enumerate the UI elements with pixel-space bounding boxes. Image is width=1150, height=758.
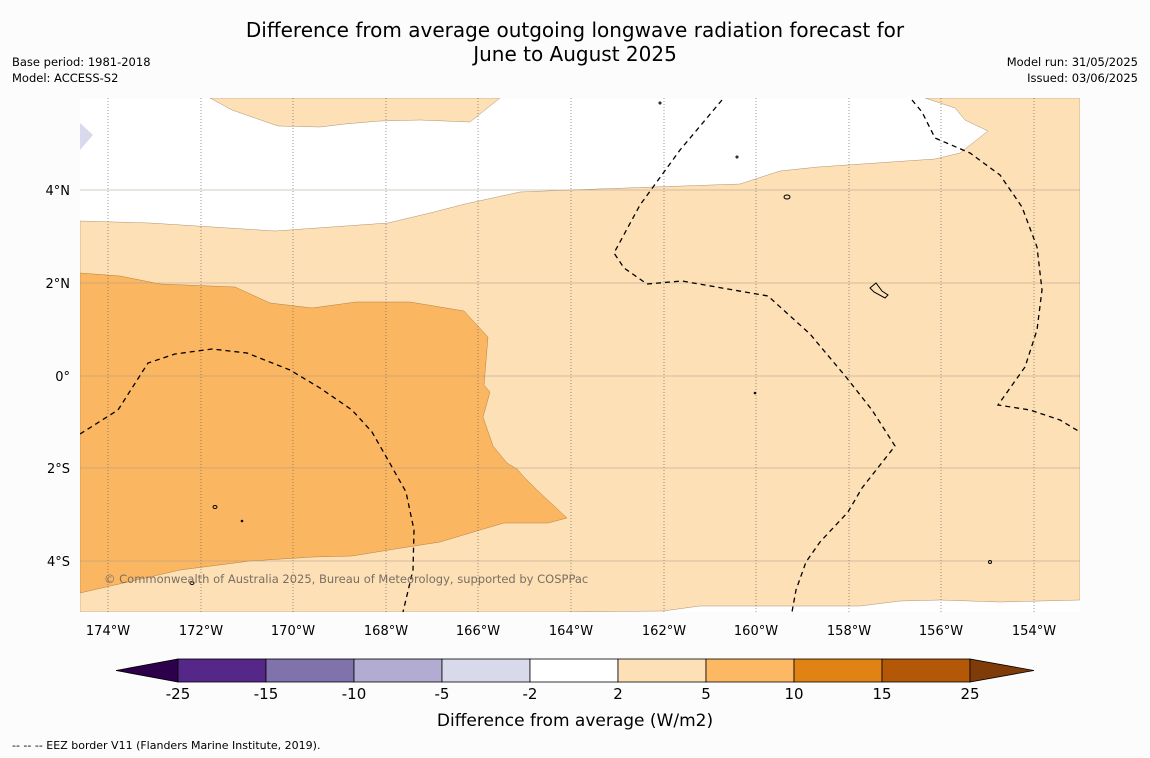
lat-label-4n: 4°N [46, 184, 71, 199]
colorbar-tick-10: 10 [784, 685, 803, 703]
colorbar-segment [353, 658, 443, 683]
colorbar-tick-25: 25 [960, 685, 979, 703]
copyright-notice: © Commonwealth of Australia 2025, Bureau… [104, 572, 588, 586]
eez-borders [80, 99, 1080, 612]
latitude-gridlines [80, 189, 1080, 562]
colorbar-tick-neg25: -25 [166, 685, 191, 703]
lon-label-168w: 168°W [364, 624, 408, 639]
title-line-2: June to August 2025 [473, 42, 677, 66]
lat-label-2n: 2°N [46, 277, 71, 292]
anomaly-region-5-10 [80, 272, 568, 594]
lon-label-162w: 162°W [642, 624, 686, 639]
colorbar-segment [529, 658, 619, 683]
colorbar-tick-neg15: -15 [254, 685, 279, 703]
chart-title: Difference from average outgoing longwav… [0, 18, 1150, 66]
issued-date: Issued: 03/06/2025 [1027, 71, 1138, 85]
colorbar-segment [881, 658, 971, 683]
model-run: Model run: 31/05/2025 [1006, 55, 1138, 69]
colorbar-segment [177, 658, 267, 683]
lon-label-164w: 164°W [549, 624, 593, 639]
lat-label-4s: 4°S [47, 555, 70, 570]
colorbar-label: Difference from average (W/m2) [437, 711, 713, 731]
colorbar-tick-2: 2 [613, 685, 623, 703]
colorbar-tick-neg5: -5 [435, 685, 450, 703]
islands [189, 101, 992, 585]
lat-label-0: 0° [55, 370, 70, 385]
anomaly-region-2-5-north [209, 98, 501, 128]
colorbar-extend-low [115, 658, 179, 683]
colorbar-tick-5: 5 [701, 685, 711, 703]
title-line-1: Difference from average outgoing longwav… [245, 18, 905, 42]
meta-left: Base period: 1981-2018 Model: ACCESS-S2 [12, 54, 151, 86]
base-period: Base period: 1981-2018 [12, 55, 151, 69]
colorbar-tick-neg2: -2 [523, 685, 538, 703]
lon-label-166w: 166°W [456, 624, 500, 639]
lon-label-154w: 154°W [1012, 624, 1056, 639]
colorbar-tick-neg10: -10 [342, 685, 367, 703]
meta-right: Model run: 31/05/2025 Issued: 03/06/2025 [1007, 54, 1138, 86]
lon-label-170w: 170°W [271, 624, 315, 639]
longitude-labels: 174°W 172°W 170°W 168°W 166°W 164°W 162°… [86, 624, 1056, 639]
lon-label-160w: 160°W [734, 624, 778, 639]
colorbar-segment [441, 658, 531, 683]
model-name: Model: ACCESS-S2 [12, 71, 119, 85]
lon-label-158w: 158°W [827, 624, 871, 639]
lon-label-174w: 174°W [86, 624, 130, 639]
colorbar-segment [617, 658, 707, 683]
anomaly-region-neg [80, 123, 93, 150]
colorbar-tick-labels: -25 -15 -10 -5 -2 2 5 10 15 25 [166, 685, 980, 703]
latitude-labels: 4°N 2°N 0° 2°S 4°S [46, 184, 71, 570]
colorbar [115, 658, 1035, 683]
lat-label-2s: 2°S [47, 462, 70, 477]
lon-label-172w: 172°W [179, 624, 223, 639]
map-figure: © Commonwealth of Australia 2025, Bureau… [46, 98, 1080, 731]
eez-footnote: -- -- -- EEZ border V11 (Flanders Marine… [12, 739, 321, 752]
colorbar-segment [265, 658, 355, 683]
colorbar-tick-15: 15 [872, 685, 891, 703]
map-area: © Commonwealth of Australia 2025, Bureau… [80, 98, 1080, 612]
lon-label-156w: 156°W [919, 624, 963, 639]
colorbar-extend-high [969, 658, 1035, 683]
colorbar-segment [705, 658, 795, 683]
colorbar-segment [793, 658, 883, 683]
